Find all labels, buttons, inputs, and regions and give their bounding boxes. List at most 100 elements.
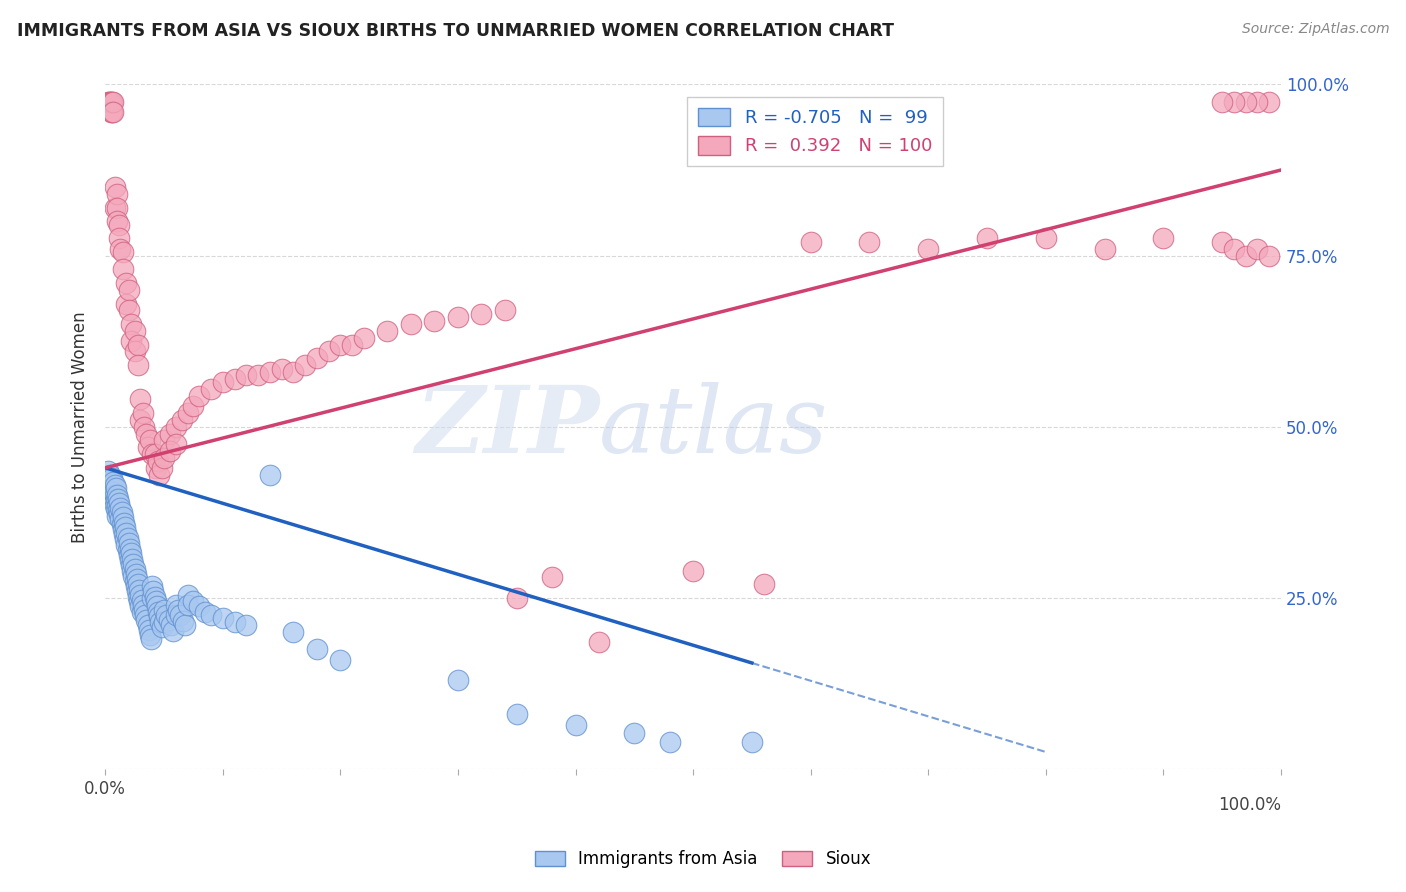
- Point: [104, 180, 127, 194]
- Point: [340, 337, 363, 351]
- Point: [139, 632, 162, 646]
- Point: [118, 283, 141, 297]
- Point: [118, 303, 141, 318]
- Point: [107, 503, 129, 517]
- Point: [139, 434, 162, 448]
- Point: [103, 484, 125, 499]
- Point: [103, 95, 125, 109]
- Point: [148, 609, 170, 624]
- Text: Source: ZipAtlas.com: Source: ZipAtlas.com: [1241, 22, 1389, 37]
- Point: [101, 482, 124, 496]
- Point: [470, 307, 492, 321]
- Point: [176, 598, 198, 612]
- Point: [353, 331, 375, 345]
- Point: [167, 603, 190, 617]
- Point: [124, 574, 146, 588]
- Point: [143, 447, 166, 461]
- Point: [1223, 242, 1246, 256]
- Point: [101, 471, 124, 485]
- Point: [188, 389, 211, 403]
- Point: [104, 499, 127, 513]
- Point: [188, 599, 211, 614]
- Point: [104, 502, 127, 516]
- Point: [103, 475, 125, 489]
- Point: [115, 537, 138, 551]
- Point: [108, 496, 131, 510]
- Point: [623, 726, 645, 740]
- Point: [105, 186, 128, 201]
- Point: [224, 372, 246, 386]
- Point: [125, 573, 148, 587]
- Point: [128, 582, 150, 597]
- Point: [127, 358, 149, 372]
- Point: [132, 406, 155, 420]
- Point: [128, 594, 150, 608]
- Point: [101, 104, 124, 119]
- Point: [110, 512, 132, 526]
- Point: [104, 482, 127, 496]
- Point: [259, 467, 281, 482]
- Point: [111, 262, 134, 277]
- Point: [141, 447, 163, 461]
- Point: [110, 242, 132, 256]
- Point: [129, 587, 152, 601]
- Point: [1211, 235, 1233, 249]
- Point: [108, 231, 131, 245]
- Point: [112, 527, 135, 541]
- Point: [138, 623, 160, 637]
- Point: [159, 426, 181, 441]
- Point: [142, 584, 165, 599]
- Point: [125, 566, 148, 581]
- Point: [97, 464, 120, 478]
- Point: [1211, 95, 1233, 109]
- Text: atlas: atlas: [599, 382, 828, 472]
- Point: [114, 532, 136, 546]
- Point: [153, 615, 176, 629]
- Point: [682, 564, 704, 578]
- Point: [136, 618, 159, 632]
- Point: [1234, 249, 1257, 263]
- Point: [150, 460, 173, 475]
- Point: [155, 608, 177, 623]
- Point: [283, 625, 305, 640]
- Point: [153, 450, 176, 465]
- Point: [165, 419, 187, 434]
- Point: [1152, 231, 1174, 245]
- Point: [157, 613, 180, 627]
- Point: [124, 562, 146, 576]
- Point: [118, 541, 141, 556]
- Point: [135, 613, 157, 627]
- Point: [143, 590, 166, 604]
- Point: [131, 593, 153, 607]
- Point: [124, 344, 146, 359]
- Point: [100, 104, 122, 119]
- Point: [98, 95, 121, 109]
- Point: [305, 351, 328, 366]
- Point: [159, 443, 181, 458]
- Point: [100, 95, 122, 109]
- Point: [294, 358, 316, 372]
- Point: [141, 579, 163, 593]
- Point: [148, 467, 170, 482]
- Point: [741, 735, 763, 749]
- Text: IMMIGRANTS FROM ASIA VS SIOUX BIRTHS TO UNMARRIED WOMEN CORRELATION CHART: IMMIGRANTS FROM ASIA VS SIOUX BIRTHS TO …: [17, 22, 894, 40]
- Point: [506, 707, 529, 722]
- Point: [121, 552, 143, 566]
- Point: [169, 608, 191, 623]
- Point: [149, 615, 172, 629]
- Point: [160, 618, 183, 632]
- Point: [100, 478, 122, 492]
- Point: [146, 599, 169, 614]
- Point: [120, 546, 142, 560]
- Point: [111, 505, 134, 519]
- Legend: R = -0.705   N =  99, R =  0.392   N = 100: R = -0.705 N = 99, R = 0.392 N = 100: [686, 97, 942, 166]
- Point: [97, 95, 120, 109]
- Point: [127, 590, 149, 604]
- Point: [121, 564, 143, 578]
- Point: [107, 491, 129, 506]
- Point: [105, 201, 128, 215]
- Point: [118, 553, 141, 567]
- Point: [124, 324, 146, 338]
- Point: [122, 569, 145, 583]
- Point: [145, 594, 167, 608]
